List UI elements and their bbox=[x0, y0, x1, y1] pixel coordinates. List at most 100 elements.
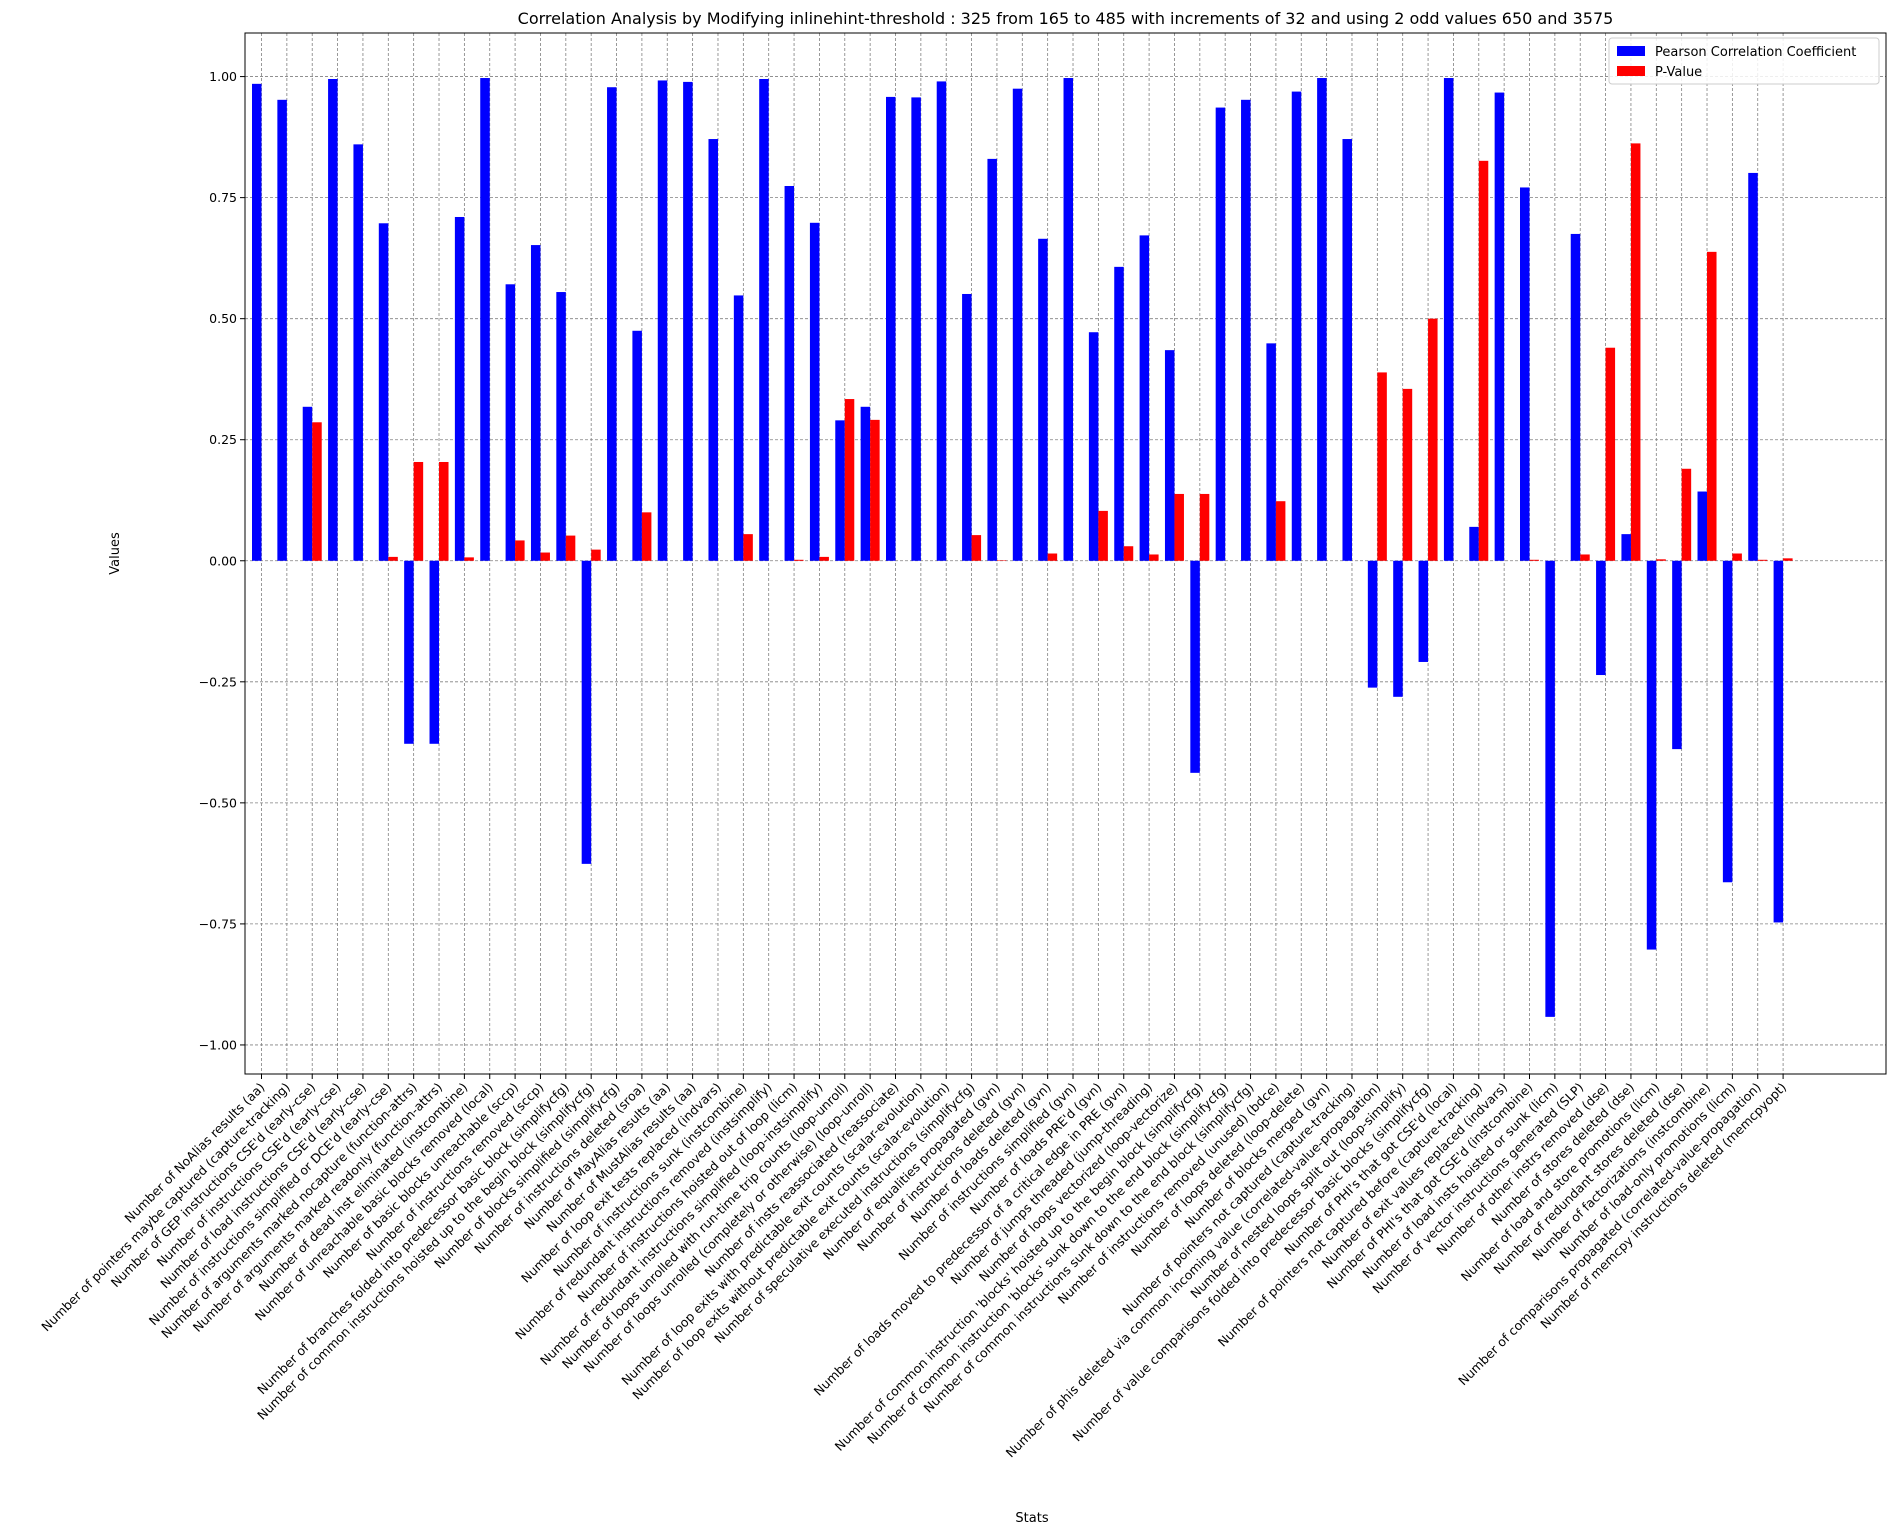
pearson-bar bbox=[1545, 560, 1555, 1017]
pvalue-bar bbox=[1149, 554, 1159, 561]
pvalue-bar bbox=[1402, 388, 1413, 561]
y-tick-label: −0.50 bbox=[199, 795, 237, 810]
pearson-bar bbox=[835, 420, 845, 561]
y-tick-label: 0.50 bbox=[209, 311, 237, 326]
pvalue-bar bbox=[1783, 558, 1793, 561]
pearson-bar bbox=[987, 158, 997, 561]
y-axis-label: Values bbox=[108, 532, 123, 575]
pearson-bar bbox=[860, 406, 871, 561]
pvalue-bar bbox=[1707, 251, 1717, 561]
pearson-bar bbox=[1697, 491, 1708, 561]
pearson-bar bbox=[454, 216, 465, 561]
pearson-bar bbox=[784, 186, 795, 561]
legend-box bbox=[1608, 37, 1880, 85]
pearson-bar bbox=[1215, 107, 1226, 561]
pearson-bar bbox=[328, 78, 338, 561]
y-tick-label: −1.00 bbox=[199, 1037, 237, 1052]
pearson-bar bbox=[1063, 78, 1074, 561]
pearson-bar bbox=[936, 81, 947, 561]
pearson-bar bbox=[1291, 91, 1302, 561]
pearson-bar bbox=[911, 97, 921, 561]
pvalue-bar bbox=[794, 559, 804, 561]
bar-series bbox=[252, 78, 1793, 1017]
y-tick-label: 0.25 bbox=[209, 432, 237, 447]
pearson-bar bbox=[530, 245, 541, 561]
pvalue-bar bbox=[1732, 553, 1742, 561]
pvalue-bar bbox=[312, 422, 322, 561]
pearson-bar bbox=[1266, 343, 1276, 561]
pearson-bar bbox=[1164, 350, 1175, 561]
pearson-bar bbox=[607, 87, 617, 561]
pearson-bar bbox=[657, 80, 668, 561]
pearson-bar bbox=[809, 222, 820, 561]
pearson-bar bbox=[1443, 78, 1454, 561]
y-tick-label: −0.25 bbox=[199, 674, 237, 689]
pearson-bar bbox=[759, 78, 769, 561]
pvalue-bar bbox=[565, 535, 576, 561]
pearson-bar bbox=[505, 284, 516, 561]
pearson-bar bbox=[1748, 172, 1758, 561]
pvalue-bar bbox=[870, 419, 880, 561]
x-axis-label: Stats bbox=[1015, 1511, 1048, 1526]
pearson-bar bbox=[1038, 238, 1048, 561]
pvalue-bar bbox=[1630, 143, 1641, 561]
plot-frame bbox=[244, 32, 1887, 1075]
pvalue-bar bbox=[743, 534, 753, 561]
pearson-bar bbox=[1393, 560, 1403, 697]
pvalue-bar bbox=[1580, 554, 1590, 561]
pvalue-bar bbox=[1199, 493, 1210, 561]
pvalue-bar bbox=[1275, 501, 1286, 561]
legend-swatch-pearson bbox=[1617, 46, 1645, 56]
pearson-bar bbox=[1342, 139, 1352, 561]
pearson-bar bbox=[1570, 233, 1581, 561]
pearson-bar bbox=[733, 295, 744, 561]
pvalue-bar bbox=[971, 535, 982, 561]
pearson-bar bbox=[429, 560, 440, 744]
pearson-bar bbox=[302, 406, 313, 561]
legend: Pearson Correlation Coefficient P-Value bbox=[1608, 37, 1880, 85]
pearson-bar bbox=[1241, 99, 1251, 561]
pearson-bar bbox=[1494, 92, 1505, 561]
pearson-bar bbox=[1672, 560, 1682, 750]
pvalue-bar bbox=[591, 549, 601, 561]
y-tick-label: 0.75 bbox=[209, 190, 237, 205]
pearson-bar bbox=[1367, 560, 1378, 688]
y-tick-label: 1.00 bbox=[209, 69, 237, 84]
pearson-bar bbox=[1088, 332, 1099, 561]
pearson-bar bbox=[1621, 534, 1631, 561]
pvalue-bar bbox=[1605, 347, 1616, 561]
pvalue-bar bbox=[1098, 510, 1108, 561]
pearson-bar bbox=[1596, 560, 1606, 676]
pearson-bar bbox=[404, 560, 414, 744]
pvalue-bar bbox=[515, 540, 525, 561]
pearson-bar bbox=[1012, 88, 1023, 561]
pearson-bar bbox=[1139, 235, 1150, 561]
chart-title: Correlation Analysis by Modifying inline… bbox=[518, 9, 1614, 28]
pvalue-bar bbox=[1478, 160, 1489, 561]
pearson-bar bbox=[480, 78, 490, 561]
pvalue-bar bbox=[641, 512, 652, 561]
pearson-bar bbox=[683, 81, 693, 561]
pearson-bar bbox=[1722, 560, 1733, 883]
pvalue-bar bbox=[844, 399, 855, 561]
pearson-bar bbox=[886, 96, 896, 561]
pvalue-bar bbox=[1377, 372, 1387, 561]
pvalue-bar bbox=[1529, 559, 1539, 561]
y-tick-label: 0.00 bbox=[209, 553, 237, 568]
legend-label-pvalue: P-Value bbox=[1655, 65, 1702, 80]
pearson-bar bbox=[962, 293, 972, 561]
pvalue-bar bbox=[1047, 553, 1058, 561]
pvalue-bar bbox=[413, 461, 424, 561]
legend-label-pearson: Pearson Correlation Coefficient bbox=[1655, 45, 1856, 60]
pvalue-bar bbox=[540, 552, 550, 561]
pearson-bar bbox=[277, 99, 287, 561]
pearson-bar bbox=[1646, 560, 1657, 950]
pearson-bar bbox=[1418, 560, 1429, 662]
pvalue-bar bbox=[1656, 559, 1666, 561]
y-tick-label: −0.75 bbox=[199, 916, 237, 931]
x-tick-label: Number of pointers maybe captured (captu… bbox=[38, 1080, 293, 1335]
pearson-bar bbox=[581, 560, 592, 864]
pearson-bar bbox=[378, 223, 389, 561]
pvalue-bar bbox=[439, 461, 449, 561]
pearson-bar bbox=[252, 83, 262, 561]
